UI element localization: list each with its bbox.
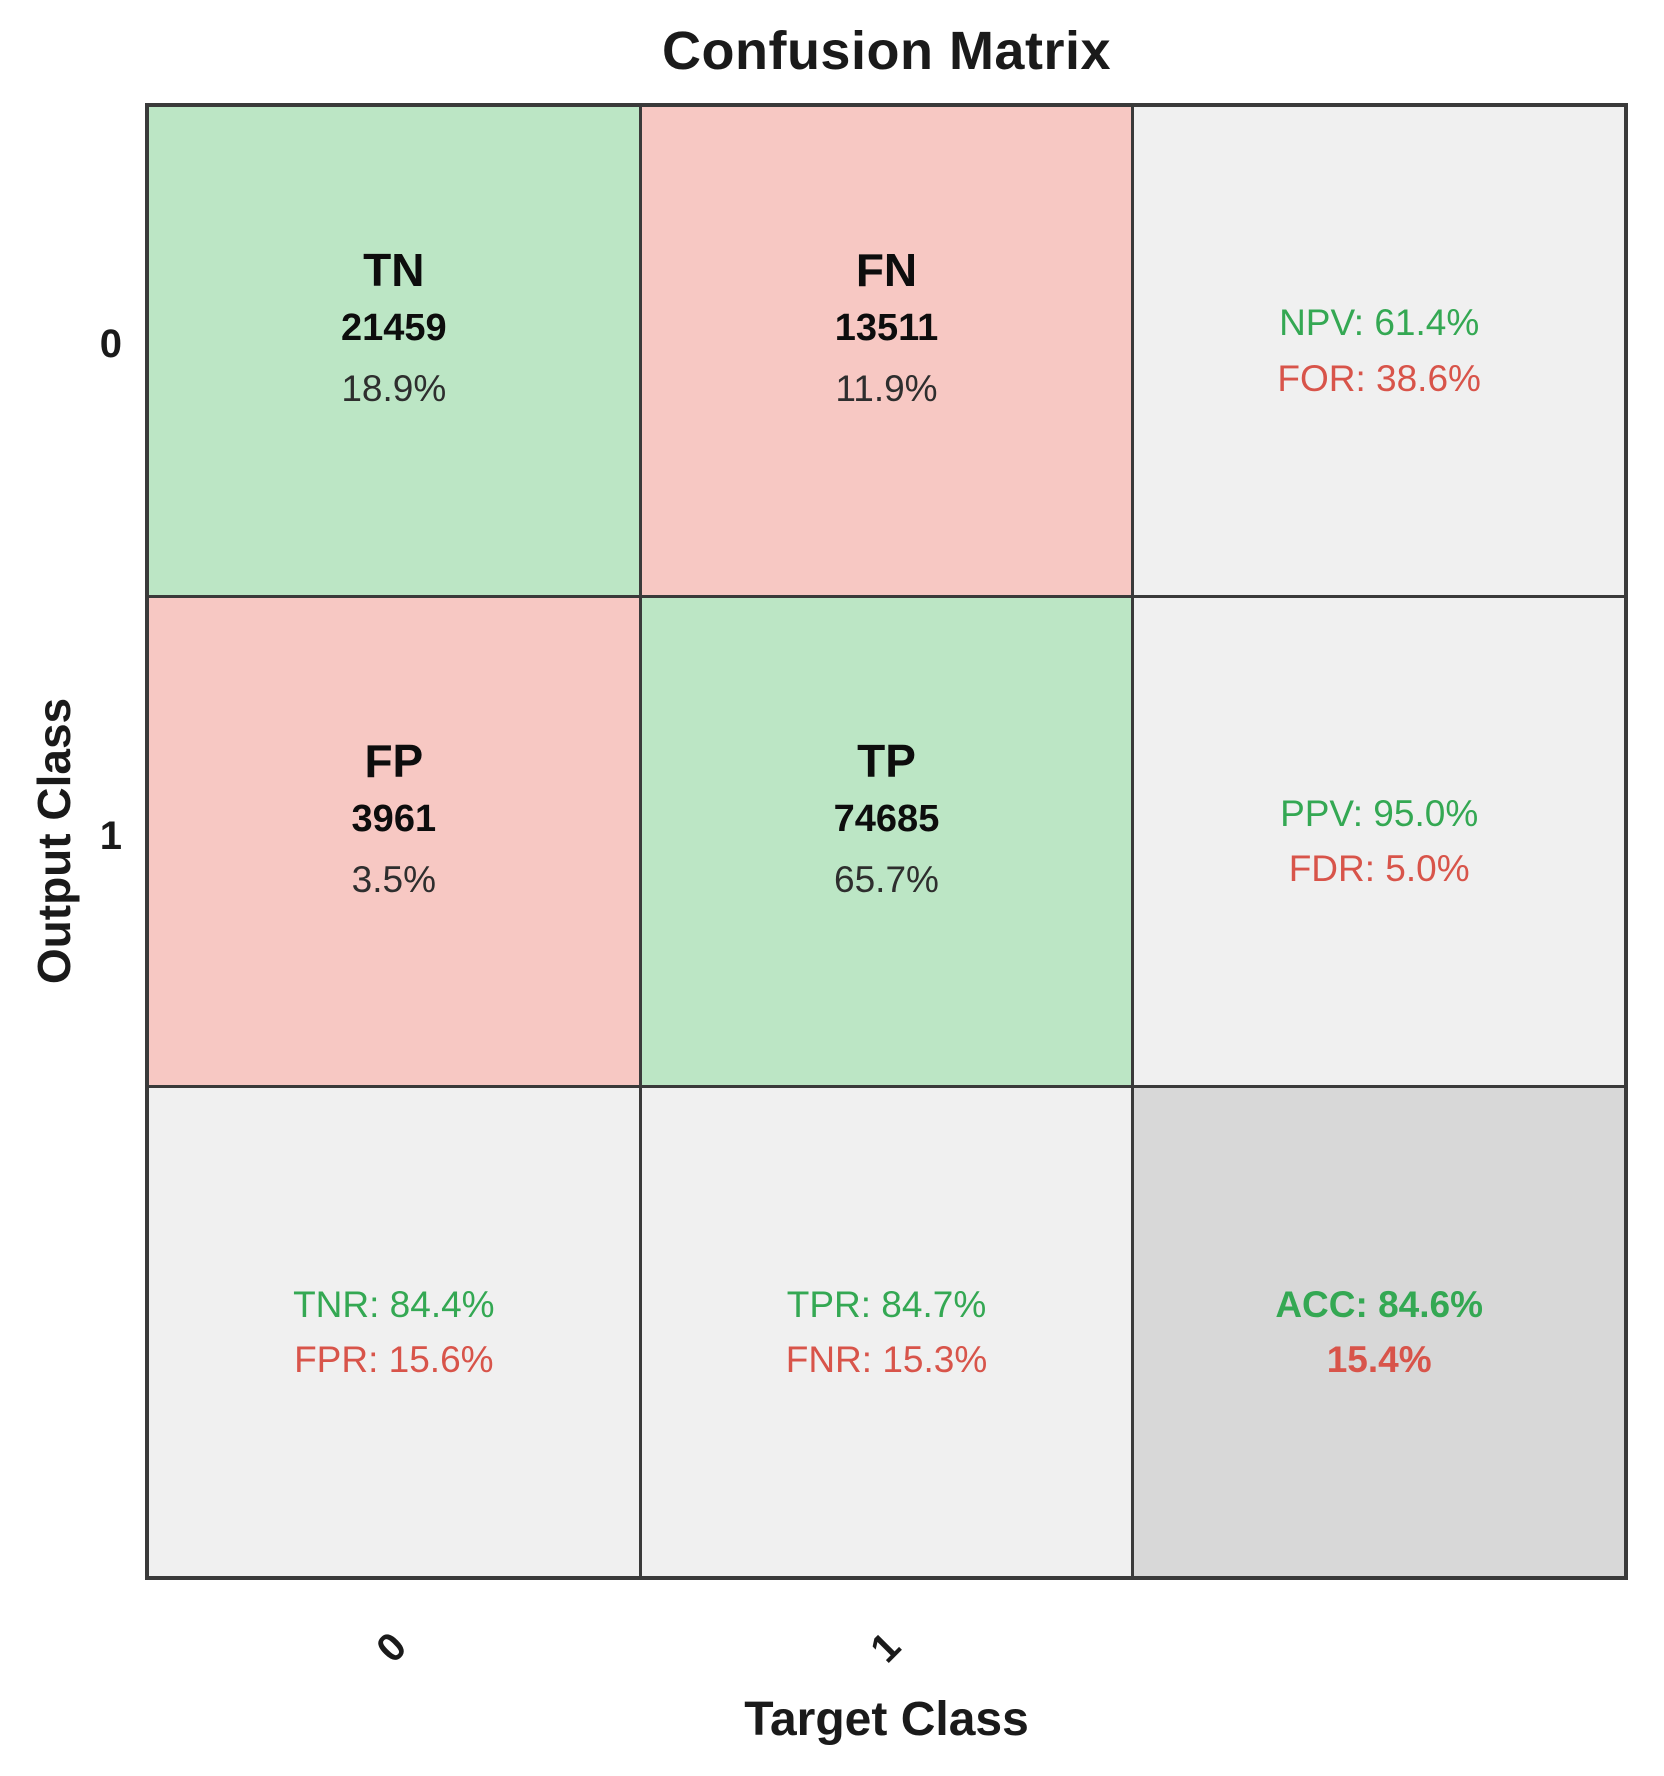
- cell-percent: 18.9%: [341, 368, 447, 410]
- acc-value: ACC: 84.6%: [1275, 1283, 1483, 1325]
- fpr-value: FPR: 15.6%: [294, 1339, 494, 1381]
- cell-true-negative: TN 21459 18.9%: [149, 107, 639, 595]
- tpr-value: TPR: 84.7%: [786, 1283, 987, 1325]
- tnr-value: TNR: 84.4%: [293, 1283, 495, 1325]
- cell-percent: 11.9%: [835, 368, 938, 410]
- cell-percent: 3.5%: [351, 858, 436, 900]
- cell-label: TP: [857, 734, 916, 787]
- cell-npv-for-summary: NPV: 61.4% FOR: 38.6%: [1134, 107, 1624, 595]
- ppv-value: PPV: 95.0%: [1280, 792, 1479, 834]
- cell-true-positive: TP 74685 65.7%: [641, 597, 1132, 1086]
- fnr-value: FNR: 15.3%: [785, 1339, 988, 1381]
- cell-count: 3961: [351, 797, 437, 840]
- for-value: FOR: 38.6%: [1277, 357, 1481, 399]
- confusion-matrix-grid: TN 21459 18.9% FN 13511 11.9% NPV: 61.4%…: [145, 103, 1628, 1580]
- cell-percent: 65.7%: [834, 858, 939, 900]
- cell-label: TN: [363, 244, 425, 297]
- x-tick-1: 1: [862, 1624, 910, 1672]
- fdr-value: FDR: 5.0%: [1288, 848, 1470, 890]
- chart-title: Confusion Matrix: [662, 21, 1111, 81]
- cell-label: FP: [364, 734, 424, 787]
- x-tick-0: 0: [368, 1624, 416, 1672]
- cell-count: 13511: [834, 307, 939, 350]
- cell-count: 21459: [340, 307, 447, 350]
- cell-false-negative: FN 13511 11.9%: [641, 107, 1132, 595]
- cell-tpr-fnr-summary: TPR: 84.7% FNR: 15.3%: [641, 1088, 1132, 1576]
- cell-tnr-fpr-summary: TNR: 84.4% FPR: 15.6%: [149, 1088, 639, 1576]
- cell-count: 74685: [833, 797, 940, 840]
- y-tick-1: 1: [99, 814, 122, 858]
- npv-value: NPV: 61.4%: [1279, 302, 1480, 344]
- err-value: 15.4%: [1326, 1339, 1432, 1381]
- cell-accuracy-summary: ACC: 84.6% 15.4%: [1134, 1088, 1624, 1576]
- x-axis-label: Target Class: [744, 1693, 1029, 1746]
- y-tick-0: 0: [99, 322, 122, 366]
- cell-label: FN: [855, 244, 918, 297]
- cell-ppv-fdr-summary: PPV: 95.0% FDR: 5.0%: [1134, 597, 1624, 1086]
- cell-false-positive: FP 3961 3.5%: [149, 597, 639, 1086]
